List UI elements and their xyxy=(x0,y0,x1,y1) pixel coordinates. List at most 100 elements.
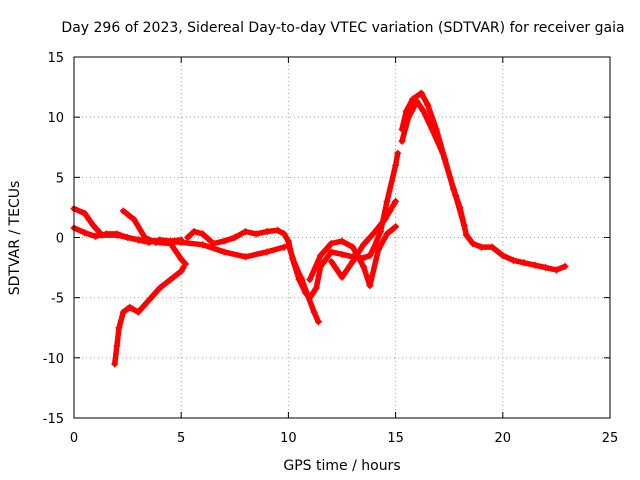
series-layer xyxy=(70,89,569,368)
data-point xyxy=(469,240,477,248)
data-point xyxy=(102,230,110,238)
x-tick-label: 20 xyxy=(495,431,512,446)
data-point xyxy=(115,324,123,332)
data-point xyxy=(119,207,127,215)
y-axis-label: SDTVAR / TECUs xyxy=(7,181,23,296)
satellite-track-f-line xyxy=(287,244,319,322)
data-point xyxy=(392,161,400,169)
data-point xyxy=(151,238,159,246)
data-point xyxy=(242,227,250,235)
data-point xyxy=(409,95,417,103)
data-point xyxy=(462,231,470,239)
axis-ticks: 0 5 10 15 20 25 -15 -10 -5 0 5 10 15 xyxy=(43,51,619,446)
data-point xyxy=(531,261,539,269)
x-tick-label: 0 xyxy=(70,431,78,446)
data-point xyxy=(452,191,460,199)
data-point xyxy=(383,230,391,238)
x-tick-label: 15 xyxy=(387,431,404,446)
data-point xyxy=(130,215,138,223)
data-point xyxy=(477,243,485,251)
data-point xyxy=(392,223,400,231)
data-point xyxy=(392,197,400,205)
data-point xyxy=(231,234,239,241)
grid xyxy=(74,57,610,418)
data-point xyxy=(156,284,164,292)
satellite-track-j-line xyxy=(401,100,465,226)
data-point xyxy=(349,258,357,266)
data-point xyxy=(89,221,97,229)
data-point xyxy=(111,360,119,368)
data-point xyxy=(488,243,496,251)
y-tick-label: -5 xyxy=(51,292,64,307)
data-point xyxy=(81,229,89,237)
data-point xyxy=(220,248,228,256)
data-point xyxy=(349,243,357,251)
data-point xyxy=(327,240,335,248)
data-point xyxy=(460,221,468,229)
data-point xyxy=(304,291,312,299)
satellite-track-d-band xyxy=(111,264,187,367)
data-point xyxy=(398,137,406,145)
data-point xyxy=(113,342,121,350)
data-point xyxy=(220,237,228,245)
data-point xyxy=(263,248,271,256)
data-point xyxy=(312,284,320,292)
y-tick-label: 5 xyxy=(56,171,64,186)
x-tick-label: 25 xyxy=(602,431,619,446)
data-point xyxy=(310,308,318,316)
data-point xyxy=(317,252,325,260)
data-point xyxy=(404,113,412,121)
data-point xyxy=(542,264,550,272)
chart-title: Day 296 of 2023, Sidereal Day-to-day VTE… xyxy=(61,20,624,36)
data-point xyxy=(124,234,132,241)
data-point xyxy=(510,256,518,264)
data-point xyxy=(338,273,346,281)
y-tick-label: 0 xyxy=(56,232,64,247)
data-point xyxy=(499,252,507,260)
data-point xyxy=(209,240,217,248)
data-point xyxy=(126,303,134,311)
data-point xyxy=(291,260,299,268)
data-point xyxy=(327,248,335,256)
data-point xyxy=(280,230,288,238)
x-tick-label: 10 xyxy=(280,431,297,446)
y-tick-label: -10 xyxy=(43,352,64,367)
data-point xyxy=(306,276,314,284)
data-point xyxy=(134,236,142,244)
data-point xyxy=(177,255,185,263)
data-point xyxy=(359,241,367,249)
data-point xyxy=(119,308,127,316)
data-point xyxy=(274,226,282,234)
data-point xyxy=(242,253,250,261)
data-point xyxy=(166,240,174,248)
data-point xyxy=(81,209,89,217)
data-point xyxy=(252,230,260,238)
data-point xyxy=(370,229,378,237)
data-point xyxy=(314,318,322,326)
y-tick-label: 10 xyxy=(47,111,64,126)
x-tick-label: 5 xyxy=(177,431,185,446)
data-point xyxy=(297,274,305,282)
data-point xyxy=(145,296,153,304)
data-point xyxy=(419,107,427,115)
data-point xyxy=(177,236,185,244)
data-point xyxy=(199,230,207,238)
data-point xyxy=(177,267,185,275)
data-point xyxy=(113,230,121,238)
data-point xyxy=(284,241,292,249)
data-point xyxy=(184,234,192,241)
data-point xyxy=(179,264,187,272)
x-axis-label: GPS time / hours xyxy=(283,458,400,474)
data-point xyxy=(190,227,198,235)
data-point xyxy=(91,232,99,240)
data-point xyxy=(520,259,528,267)
data-point xyxy=(439,149,447,157)
data-point xyxy=(366,282,374,290)
data-point xyxy=(417,89,425,97)
data-point xyxy=(552,266,560,274)
data-point xyxy=(366,252,374,260)
data-point xyxy=(394,149,402,157)
data-point xyxy=(359,262,367,270)
data-point xyxy=(383,197,391,205)
